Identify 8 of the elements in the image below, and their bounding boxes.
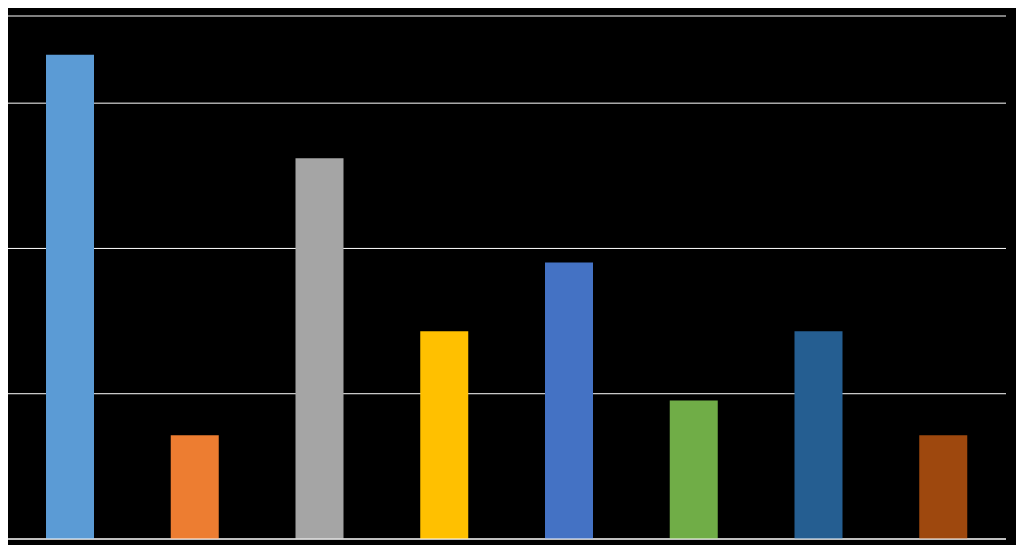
bar [295, 158, 344, 539]
bar [919, 435, 968, 539]
bar [545, 262, 593, 539]
bar [170, 435, 219, 539]
bar [794, 331, 843, 539]
bar [669, 400, 718, 539]
bar [46, 54, 94, 539]
bar [420, 331, 469, 539]
